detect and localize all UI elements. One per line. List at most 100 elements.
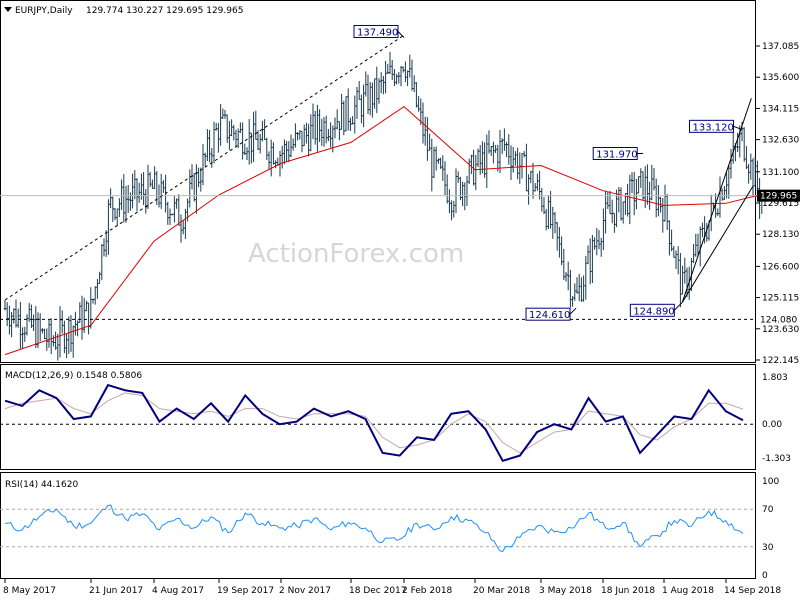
ohlc-bar xyxy=(635,178,638,210)
x-tick-label: 4 Aug 2017 xyxy=(152,586,204,596)
pivot-label-box xyxy=(525,307,571,321)
ohlc-bar xyxy=(723,185,726,200)
price-bars xyxy=(3,51,764,361)
y-tick-label: 134.115 xyxy=(762,104,799,114)
x-tick-label: 19 Sep 2017 xyxy=(217,586,274,596)
ohlc-bar xyxy=(547,195,550,230)
rsi-pane xyxy=(0,472,756,579)
pivot-label-box xyxy=(592,147,638,161)
x-tick-label: 18 Dec 2017 xyxy=(349,586,407,596)
ohlc-bar xyxy=(406,70,409,87)
pivot-label: 131.970 xyxy=(596,150,637,161)
ohlc-bar xyxy=(373,78,376,109)
y-tick-label: 131.100 xyxy=(762,168,799,178)
pivot-connector xyxy=(673,301,683,311)
macd-pane xyxy=(0,364,756,470)
ohlc-bar xyxy=(472,149,475,186)
symbol-label: EURJPY,Daily xyxy=(15,6,73,16)
ohlc-bar xyxy=(679,253,682,308)
pivot-label-box xyxy=(629,303,675,317)
x-tick-label: 21 Jun 2017 xyxy=(89,586,143,596)
ohlc-bar xyxy=(329,122,332,148)
pivot-connector xyxy=(569,307,577,315)
ohlc-bar xyxy=(536,173,539,191)
macd-signal-line xyxy=(4,392,744,454)
ohlc-bar xyxy=(483,142,486,178)
ohlc-bar xyxy=(52,335,55,347)
triangle-down-icon[interactable] xyxy=(4,7,12,12)
ohlc-bar xyxy=(318,109,321,143)
macd-layer: 1.803 0.00 -1.303 xyxy=(0,373,791,464)
ohlc-bar xyxy=(21,327,24,349)
ohlc-readout: 129.774 130.227 129.695 129.965 xyxy=(86,6,243,16)
ohlc-bar xyxy=(263,119,266,141)
x-tick-label: 8 May 2017 xyxy=(3,586,56,596)
pivot-connector xyxy=(397,31,405,38)
y-tick-label: 132.630 xyxy=(762,136,799,146)
pivot-label: 124.610 xyxy=(529,310,570,321)
ohlc-bar xyxy=(505,141,508,158)
ohlc-bar xyxy=(417,96,420,112)
ohlc-bar xyxy=(525,143,528,192)
x-tick-label: 1 Aug 2018 xyxy=(662,586,714,596)
time-axis: 8 May 2017 21 Jun 2017 4 Aug 2017 19 Sep 20… xyxy=(3,579,781,596)
ohlc-bar xyxy=(428,133,431,151)
rsi-tick-label: 30 xyxy=(762,543,774,553)
rsi-line xyxy=(5,504,744,553)
x-tick-label: 18 Jun 2018 xyxy=(601,586,655,596)
pivot-label-box xyxy=(353,24,399,38)
rsi-title: RSI(14) 44.1620 xyxy=(5,480,78,490)
x-tick-label: 3 May 2018 xyxy=(539,586,592,596)
ohlc-bar xyxy=(439,157,442,169)
ohlc-bar xyxy=(646,164,649,205)
support-label: 124.080 xyxy=(760,315,797,325)
ohlc-bar xyxy=(494,145,497,154)
ohlc-bar xyxy=(558,227,561,258)
ohlc-bar xyxy=(624,193,627,215)
macd-tick-label: 1.803 xyxy=(762,373,788,383)
ohlc-bar xyxy=(395,73,398,85)
pivot-label-box xyxy=(689,119,734,133)
moving-average-line xyxy=(4,105,760,356)
ohlc-bar xyxy=(274,160,277,169)
price-axis: 137.085 135.600 134.115 132.630 131.100 129.6… xyxy=(756,42,799,366)
macd-tick-label: 0.00 xyxy=(762,420,782,430)
pivot-label: 133.120 xyxy=(693,122,734,133)
ohlc-bar xyxy=(657,185,660,217)
y-tick-label: 123.630 xyxy=(762,325,799,335)
ohlc-bar xyxy=(745,146,748,169)
macd-main-line xyxy=(4,383,744,462)
ohlc-bar xyxy=(461,181,464,207)
ohlc-bar xyxy=(514,151,517,166)
macd-tick-label: -1.303 xyxy=(762,454,791,464)
x-tick-label: 14 Sep 2018 xyxy=(724,586,781,596)
pivot-label: 137.490 xyxy=(357,27,398,38)
y-tick-label: 128.130 xyxy=(762,230,799,240)
rsi-tick-label: 70 xyxy=(762,505,774,515)
ohlc-bar xyxy=(591,235,594,283)
rsi-tick-label: 0 xyxy=(762,571,768,581)
ohlc-bar xyxy=(701,222,704,238)
ohlc-bar xyxy=(340,93,343,130)
trendline-dashed xyxy=(4,34,405,301)
ohlc-bar xyxy=(569,269,572,308)
x-tick-label: 2 Feb 2018 xyxy=(402,586,453,596)
watermark: ActionForex.com xyxy=(248,239,464,269)
ohlc-bar xyxy=(351,116,354,125)
ohlc-bar xyxy=(602,208,605,251)
rsi-layer: 100 70 30 0 xyxy=(0,477,779,581)
ohlc-bar xyxy=(668,220,671,256)
last-price-label: 129.965 xyxy=(760,192,797,202)
ohlc-bar xyxy=(450,200,453,221)
macd-title: MACD(12,26,9) 0.1548 0.5806 xyxy=(5,371,142,381)
ohlc-bar xyxy=(285,141,288,162)
ohlc-bar xyxy=(580,277,583,303)
x-tick-label: 2 Nov 2017 xyxy=(279,586,331,596)
pivot-label: 124.890 xyxy=(633,306,674,317)
support-tag xyxy=(757,313,800,326)
y-tick-label: 126.600 xyxy=(762,262,799,272)
ohlc-bar xyxy=(307,123,310,157)
y-tick-label: 125.115 xyxy=(762,294,799,304)
trendline-upper xyxy=(681,98,752,303)
